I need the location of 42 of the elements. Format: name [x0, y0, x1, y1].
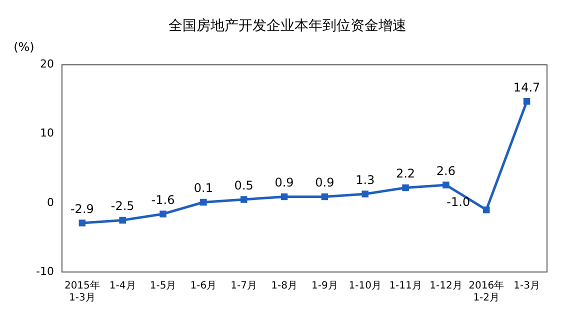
x-tick-label: 2015年 1-3月	[64, 280, 100, 304]
data-label: -2.5	[110, 199, 134, 214]
point	[119, 216, 126, 224]
data-label: 2.6	[436, 164, 456, 178]
point	[402, 184, 409, 192]
x-tick-label: 1-10月	[348, 280, 382, 292]
point	[240, 196, 248, 203]
point	[160, 210, 166, 218]
data-label: 0.9	[274, 176, 294, 190]
x-tick-label: 1-6月	[190, 280, 217, 292]
chart-title: 全国房地产开发企业本年到位资金增速	[168, 18, 406, 34]
data-label: 0.9	[315, 176, 334, 190]
data-label: -2.9	[70, 202, 94, 216]
point	[200, 198, 207, 206]
y-axis-title: (%)	[14, 40, 34, 54]
data-label: 0.1	[194, 181, 213, 196]
x-tick-label: 1-12月	[430, 280, 462, 292]
data-label: 1.3	[356, 172, 375, 187]
point	[78, 220, 86, 226]
point	[280, 193, 288, 200]
x-tick-label: 1-9月	[312, 280, 338, 292]
y-tick-label: 0	[46, 196, 54, 209]
data-label: 2.2	[396, 166, 416, 181]
x-tick-label: 1-11月	[389, 280, 422, 292]
point	[362, 190, 368, 198]
y-tick-label: -10	[36, 264, 54, 278]
point	[442, 182, 450, 188]
data-label: 0.5	[234, 178, 254, 192]
x-tick-label: 1-4月	[109, 280, 136, 292]
y-tick-label: 20	[40, 58, 54, 71]
point	[483, 206, 490, 214]
x-tick-label: 1-5月	[150, 280, 176, 292]
x-tick-label: 2016年 1-2月	[468, 280, 504, 304]
x-tick-label: 1-3月	[514, 280, 540, 292]
x-tick-label: 1-8月	[271, 280, 298, 292]
point	[321, 193, 328, 200]
data-label: -1.6	[151, 192, 175, 207]
data-label: 14.7	[513, 80, 540, 94]
x-tick-label: 1-7月	[230, 280, 258, 292]
data-label: -1.0	[446, 194, 470, 209]
y-tick-label: 10	[40, 126, 54, 140]
point	[523, 98, 530, 105]
